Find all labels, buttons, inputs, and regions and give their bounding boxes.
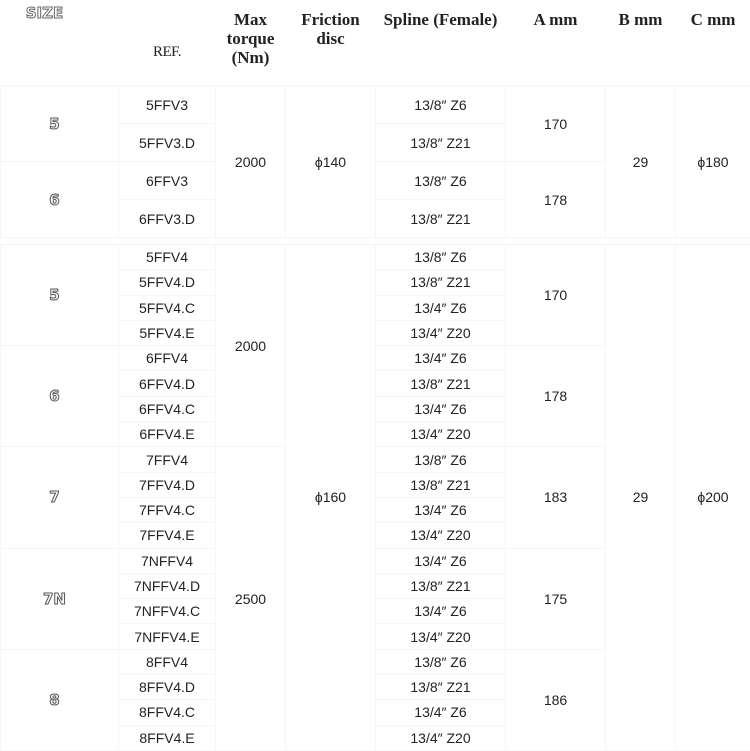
a-cell: 178 xyxy=(506,162,606,238)
ref-cell: 6FFV3.D xyxy=(119,200,216,238)
ref-cell: 7NFFV4 xyxy=(119,548,216,573)
spline-cell: 13/8″ Z21 xyxy=(376,270,506,295)
ref-cell: 7NFFV4.C xyxy=(119,599,216,624)
ref-cell: 8FFV4.C xyxy=(119,700,216,725)
header-c: C mm xyxy=(676,0,750,86)
a-cell: 175 xyxy=(506,548,606,649)
spline-cell: 13/8″ Z6 xyxy=(376,162,506,200)
gap-cell xyxy=(1,238,750,245)
ref-cell: 7FFV4.E xyxy=(119,523,216,548)
ref-cell: 8FFV4.D xyxy=(119,675,216,700)
a-cell: 170 xyxy=(506,245,606,346)
spline-cell: 13/4″ Z6 xyxy=(376,700,506,725)
spline-cell: 13/8″ Z21 xyxy=(376,675,506,700)
ref-cell: 7FFV4.C xyxy=(119,497,216,522)
spline-cell: 13/4″ Z20 xyxy=(376,725,506,750)
spline-cell: 13/4″ Z20 xyxy=(376,422,506,447)
ref-cell: 8FFV4.E xyxy=(119,725,216,750)
b-cell: 29 xyxy=(606,86,676,238)
spline-cell: 13/8″ Z6 xyxy=(376,447,506,472)
ref-cell: 5FFV4.E xyxy=(119,320,216,345)
size-cell: 8 xyxy=(1,649,119,750)
ref-cell: 7NFFV4.E xyxy=(119,624,216,649)
b-cell: 29 xyxy=(606,245,676,751)
ref-cell: 5FFV4.C xyxy=(119,295,216,320)
ref-cell: 7FFV4.D xyxy=(119,472,216,497)
spline-cell: 13/8″ Z21 xyxy=(376,472,506,497)
spline-cell: 13/4″ Z20 xyxy=(376,320,506,345)
ref-cell: 8FFV4 xyxy=(119,649,216,674)
spline-cell: 13/4″ Z6 xyxy=(376,497,506,522)
spline-cell: 13/8″ Z6 xyxy=(376,86,506,124)
torque-cell: 2500 xyxy=(216,447,286,751)
size-cell: 6 xyxy=(1,162,119,238)
ref-cell: 5FFV3 xyxy=(119,86,216,124)
friction-cell: ϕ140 xyxy=(286,86,376,238)
ref-cell: 5FFV4.D xyxy=(119,270,216,295)
spline-cell: 13/4″ Z6 xyxy=(376,346,506,371)
header-row: SIZE REF. Max torque (Nm) Friction disc … xyxy=(1,0,750,86)
size-cell: 7 xyxy=(1,447,119,548)
spline-cell: 13/8″ Z21 xyxy=(376,371,506,396)
spline-cell: 13/4″ Z6 xyxy=(376,599,506,624)
header-spline: Spline (Female) xyxy=(376,0,506,86)
ref-cell: 7NFFV4.D xyxy=(119,573,216,598)
spline-cell: 13/8″ Z21 xyxy=(376,200,506,238)
ref-cell: 5FFV3.D xyxy=(119,124,216,162)
ref-cell: 6FFV3 xyxy=(119,162,216,200)
size-cell: 5 xyxy=(1,86,119,162)
a-cell: 186 xyxy=(506,649,606,750)
a-cell: 178 xyxy=(506,346,606,447)
header-a: A mm xyxy=(506,0,606,86)
spline-cell: 13/4″ Z20 xyxy=(376,624,506,649)
ref-cell: 7FFV4 xyxy=(119,447,216,472)
spline-cell: 13/8″ Z21 xyxy=(376,573,506,598)
spline-cell: 13/4″ Z6 xyxy=(376,396,506,421)
torque-cell: 2000 xyxy=(216,86,286,238)
c-cell: ϕ180 xyxy=(676,86,750,238)
friction-cell: ϕ160 xyxy=(286,245,376,751)
ref-cell: 6FFV4.E xyxy=(119,422,216,447)
header-b: B mm xyxy=(606,0,676,86)
spline-cell: 13/8″ Z6 xyxy=(376,649,506,674)
spline-cell: 13/4″ Z6 xyxy=(376,295,506,320)
c-cell: ϕ200 xyxy=(676,245,750,751)
spline-cell: 13/8″ Z21 xyxy=(376,124,506,162)
size-cell: 7N xyxy=(1,548,119,649)
ref-cell: 6FFV4.C xyxy=(119,396,216,421)
torque-cell: 2000 xyxy=(216,245,286,447)
spline-cell: 13/8″ Z6 xyxy=(376,245,506,270)
a-cell: 183 xyxy=(506,447,606,548)
header-size: SIZE xyxy=(1,0,119,86)
ref-cell: 6FFV4.D xyxy=(119,371,216,396)
ref-cell: 5FFV4 xyxy=(119,245,216,270)
spline-cell: 13/4″ Z20 xyxy=(376,523,506,548)
section-gap xyxy=(1,238,750,245)
header-friction: Friction disc xyxy=(286,0,376,86)
size-cell: 6 xyxy=(1,346,119,447)
header-ref: REF. xyxy=(119,0,216,86)
a-cell: 170 xyxy=(506,86,606,162)
size-cell: 5 xyxy=(1,245,119,346)
header-torque: Max torque (Nm) xyxy=(216,0,286,86)
spline-cell: 13/4″ Z6 xyxy=(376,548,506,573)
ref-cell: 6FFV4 xyxy=(119,346,216,371)
